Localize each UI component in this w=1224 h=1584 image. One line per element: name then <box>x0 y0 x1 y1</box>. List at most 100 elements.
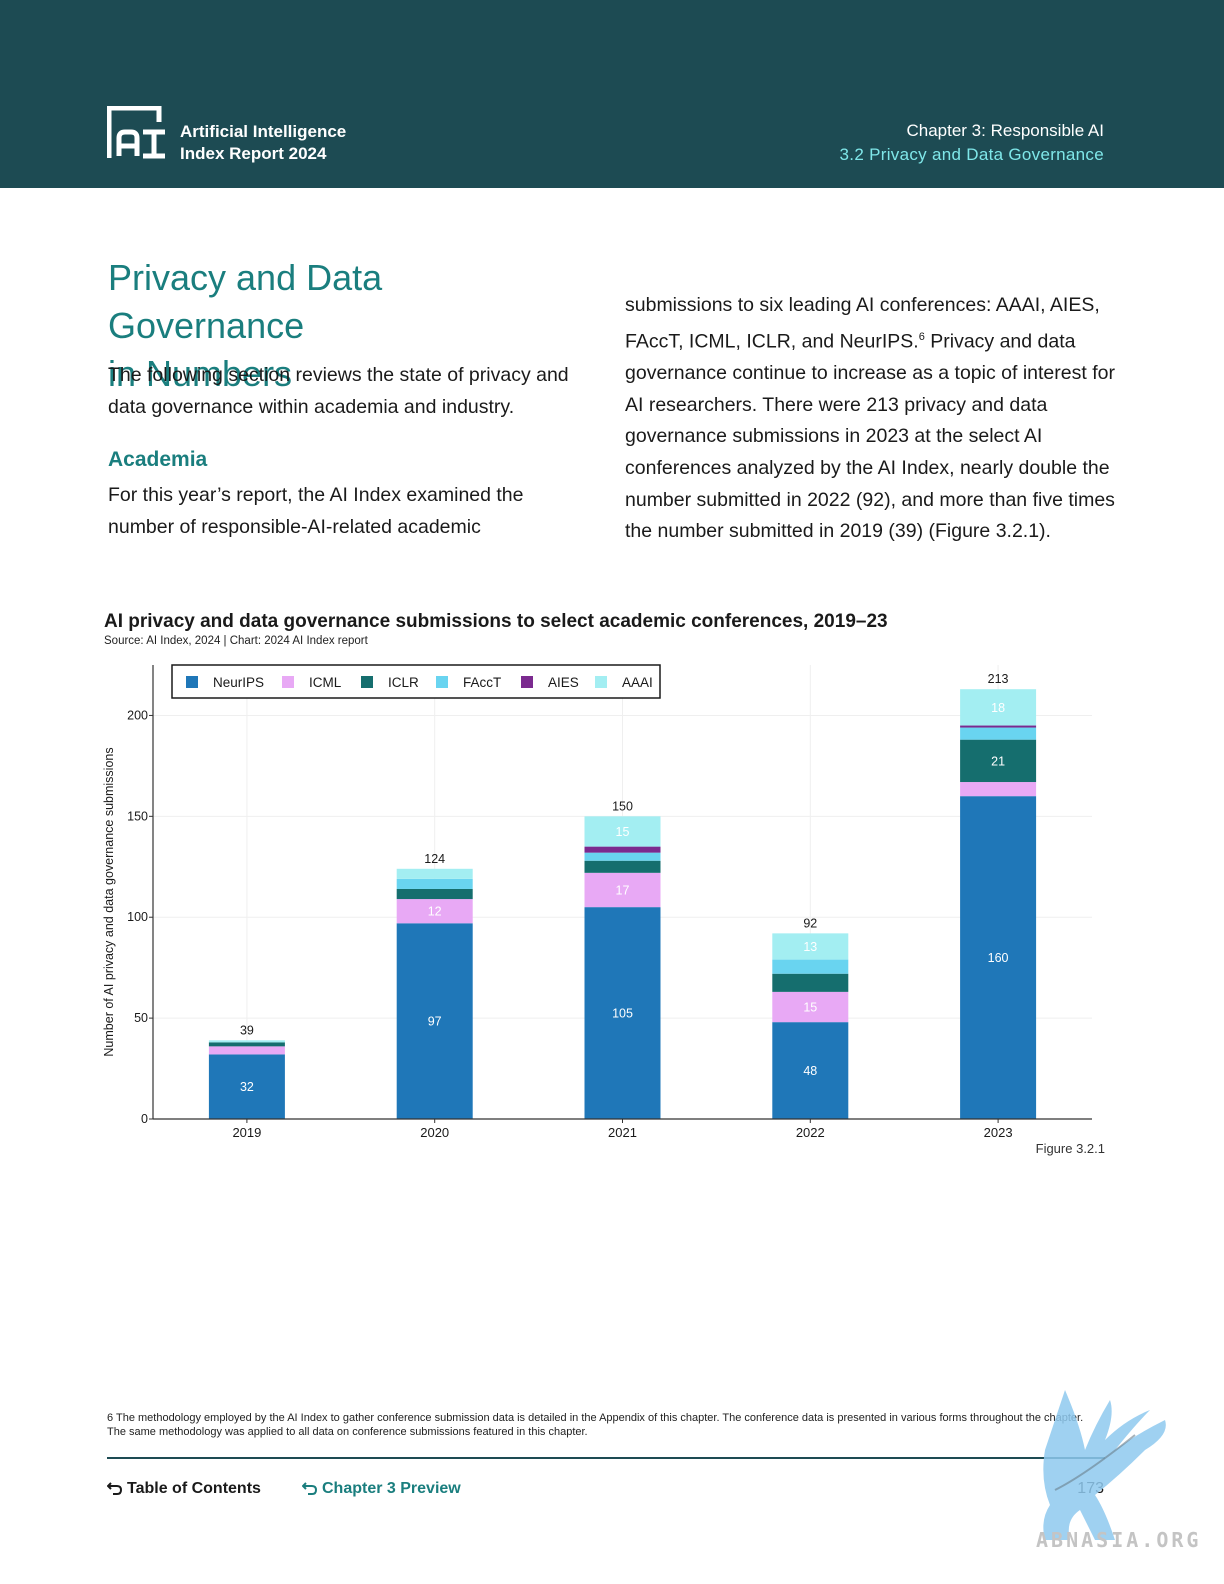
figure-label: Figure 3.2.1 <box>1035 1141 1105 1156</box>
bar-segment-neurips <box>960 796 1037 1119</box>
bar-segment-iclr <box>960 739 1037 783</box>
return-arrow-icon <box>302 1482 318 1495</box>
bar-segment-icml <box>208 1046 285 1055</box>
legend-label: AAAI <box>622 675 653 690</box>
bar-data-label: 13 <box>803 940 817 954</box>
legend-swatch-neurips <box>186 676 198 688</box>
brand-line2: Index Report 2024 <box>180 144 327 163</box>
bar-data-label: 12 <box>428 905 442 919</box>
y-tick-label: 50 <box>134 1011 148 1025</box>
bar-segment-icml <box>584 872 661 908</box>
bar-segment-aies <box>960 725 1037 728</box>
bar-segment-icml <box>960 782 1037 797</box>
stacked-bar-chart: 0 50 100 150 200 32 39 2019 97 12 124 2020 105 17 15 15… <box>102 664 1092 1140</box>
bar-data-label: 160 <box>988 951 1009 965</box>
bar-segment-aaai <box>584 816 661 847</box>
legend-swatch-aaai <box>595 676 607 688</box>
y-axis-label: Number of AI privacy and data governance… <box>102 747 116 1056</box>
x-tick-label: 2020 <box>420 1125 449 1140</box>
bar-data-label: 97 <box>428 1015 442 1029</box>
x-tick-label: 2019 <box>232 1125 261 1140</box>
bar-segment-neurips <box>584 907 661 1119</box>
x-tick-label: 2022 <box>796 1125 825 1140</box>
footnote: 6 The methodology employed by the AI Ind… <box>107 1411 1102 1439</box>
bar-segment-facct <box>772 959 849 974</box>
chapter-heading: Chapter 3: Responsible AI 3.2 Privacy an… <box>840 119 1104 167</box>
legend-label: ICLR <box>388 675 419 690</box>
bar-data-label: 15 <box>616 825 630 839</box>
bar-segment-aies <box>584 846 661 853</box>
legend-label: ICML <box>309 675 342 690</box>
right-col-text-a: submissions to six leading AI conference… <box>625 294 1100 353</box>
brand-line1: Artificial Intelligence <box>180 122 347 141</box>
return-arrow-icon <box>107 1482 123 1495</box>
bar-total-label: 150 <box>612 799 633 813</box>
bar-segment-aaai <box>960 689 1037 726</box>
bar-segment-neurips <box>396 923 473 1119</box>
bar-segment-facct <box>396 878 473 889</box>
bar-segment-iclr <box>772 973 849 992</box>
chapter-preview-label: Chapter 3 Preview <box>322 1480 461 1497</box>
bar-total-label: 92 <box>803 916 817 930</box>
y-tick-label: 150 <box>127 809 148 823</box>
page-header: Artificial Intelligence Index Report 202… <box>0 0 1224 188</box>
table-of-contents-link[interactable]: Table of Contents <box>107 1480 261 1498</box>
ai-index-logo <box>107 106 165 159</box>
y-tick-label: 100 <box>127 910 148 924</box>
x-tick-label: 2023 <box>984 1125 1013 1140</box>
report-brand: Artificial Intelligence Index Report 202… <box>180 121 346 165</box>
academia-subheading: Academia <box>108 448 208 471</box>
chart-legend <box>171 664 661 699</box>
watermark-text: ABNASIA.ORG <box>1036 1528 1202 1552</box>
bar-segment-aaai <box>208 1040 285 1043</box>
x-tick-label: 2021 <box>608 1125 637 1140</box>
bar-data-label: 48 <box>803 1064 817 1078</box>
legend-swatch-aies <box>521 676 533 688</box>
bar-segment-facct <box>960 727 1037 740</box>
page-title-line1: Privacy and Data Governance <box>108 257 383 346</box>
chart-title: AI privacy and data governance submissio… <box>104 611 888 632</box>
bar-segment-iclr <box>396 888 473 900</box>
bar-total-label: 213 <box>988 672 1009 686</box>
chapter-title: Chapter 3: Responsible AI <box>906 121 1104 140</box>
bar-total-label: 39 <box>240 1023 254 1037</box>
page-title: Privacy and Data Governance in Numbers <box>108 254 588 398</box>
bar-data-label: 15 <box>803 1001 817 1015</box>
legend-swatch-icml <box>282 676 294 688</box>
bar-segment-facct <box>584 852 661 861</box>
griffin-watermark-icon <box>1043 1390 1166 1540</box>
footnote-number: 6 <box>107 1412 114 1424</box>
legend-swatch-facct <box>436 676 448 688</box>
legend-label: AIES <box>548 675 579 690</box>
bar-segment-aaai <box>772 933 849 960</box>
bar-segment-neurips <box>208 1054 285 1119</box>
toc-label: Table of Contents <box>127 1480 261 1497</box>
chapter-preview-link[interactable]: Chapter 3 Preview <box>302 1480 461 1498</box>
legend-label: FAccT <box>463 675 501 690</box>
footnote-ref[interactable]: 6 <box>918 330 925 343</box>
legend-swatch-iclr <box>361 676 373 688</box>
bar-data-label: 105 <box>612 1007 633 1021</box>
section-title-header: 3.2 Privacy and Data Governance <box>839 145 1104 164</box>
footer-divider <box>107 1457 1105 1459</box>
footnote-text: The methodology employed by the AI Index… <box>107 1412 1084 1438</box>
chart-source: Source: AI Index, 2024 | Chart: 2024 AI … <box>104 635 368 647</box>
bar-segment-aaai <box>396 868 473 879</box>
lead-paragraph: The following section reviews the state … <box>108 364 569 418</box>
bar-segment-neurips <box>772 1022 849 1119</box>
bar-total-label: 124 <box>424 852 445 866</box>
bar-data-label: 21 <box>991 754 1005 768</box>
bar-segment-iclr <box>584 860 661 873</box>
y-tick-label: 200 <box>127 708 148 722</box>
right-col-text-b: Privacy and data governance continue to … <box>625 330 1115 543</box>
bar-data-label: 18 <box>991 701 1005 715</box>
legend-label: NeurIPS <box>213 675 264 690</box>
bar-segment-icml <box>396 899 473 924</box>
bar-data-label: 17 <box>616 883 630 897</box>
bar-data-label: 32 <box>240 1080 254 1094</box>
y-tick-label: 0 <box>141 1112 148 1126</box>
academia-paragraph: For this year’s report, the AI Index exa… <box>108 484 524 538</box>
page-title-line2: in Numbers <box>108 353 293 394</box>
right-column-paragraph: submissions to six leading AI conference… <box>625 290 1115 548</box>
bar-segment-icml <box>772 991 849 1023</box>
